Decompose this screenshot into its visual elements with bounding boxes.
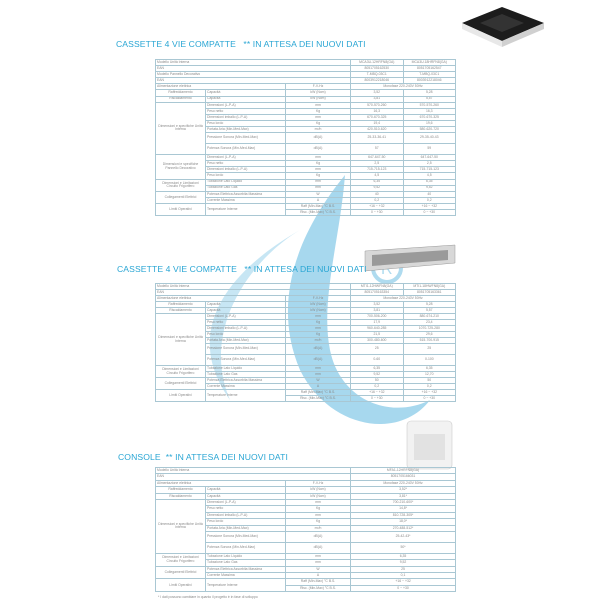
section-title-console: CONSOLE ** IN ATTESA DEI NUOVI DATI <box>118 452 288 462</box>
group-label: Dimensioni e Limitazioni Circuito Frigor… <box>155 365 206 378</box>
param-label: Temperature Interne <box>205 389 286 402</box>
table-row: Portata Aria (Min-Med-Max) m³/h 270-488-51… <box>156 524 457 532</box>
table-row: Peso netto Kg 14,8* <box>156 505 457 513</box>
ducted-unit-image <box>364 244 456 272</box>
cassette-unit-image <box>462 7 544 47</box>
param-label: Potenza Sonora (Min-Med-Max) <box>205 143 286 156</box>
cell-value: 59 <box>402 143 457 156</box>
group-label: Dimensioni e Limitazioni Circuito Frigor… <box>155 552 206 567</box>
param-label: Temperature Interne <box>205 578 286 593</box>
cell-unit: kW (Nom) <box>284 492 352 500</box>
cell-value: 0 ~ +30 <box>402 395 457 402</box>
table-row: Collegamenti Elettrici Potenza Elettrica … <box>155 190 457 204</box>
table-row: Raffreddamento Capacità kW (Nom) 3,52* <box>155 486 457 494</box>
cell-unit: m³/h <box>284 126 352 134</box>
cell-unit: dB(A) <box>284 132 352 145</box>
cell-value: 0 ~ +30 <box>350 208 404 217</box>
param-label: Pressione Sonora (Min-Med-Max) <box>205 132 286 145</box>
section-title-cassette: CASSETTE 4 VIE COMPATTE ** IN ATTESA DEI… <box>116 39 366 49</box>
table-row: Potenza Sonora (Min-Med-Max) dB(A) 0-60 0-1… <box>156 354 457 366</box>
cell-value: 0 ~ +30 <box>402 208 457 217</box>
cell-value: MFA1-12HRFN8(GA) <box>350 466 457 475</box>
cell-unit: Risc. (Min-Max) °C B.S. <box>284 208 352 217</box>
cell-value: 57 <box>350 143 404 156</box>
cell-value: 3,81* <box>350 492 457 500</box>
cell-unit: dB(A) <box>284 541 352 554</box>
cell-unit: Kg <box>284 505 352 513</box>
cell-value: 580-620-720 <box>402 126 457 134</box>
param-label: Potenza Sonora (Min-Med-Max) <box>205 541 286 554</box>
param-label: Pressione Sonora (Min-Med-Max) <box>205 343 286 355</box>
table-row: Risc. (Min-Max) °C B.S. 0 ~ +30 <box>156 584 457 593</box>
table-row: Risc. (Min-Max) °C B.S. 0 ~ +30 0 ~ +30 <box>156 395 457 402</box>
cell-value: 3,52* <box>350 486 457 494</box>
footnote: * I dati possono cambiare in quanto il p… <box>158 595 258 599</box>
table-row: Alimentazione elettrica F-V-Hz Monofase 22… <box>155 479 457 488</box>
cell-value: 8051705166031 <box>350 473 457 481</box>
param-label: Potenza Sonora (Min-Med-Max) <box>205 354 286 366</box>
group-label: Collegamenti Elettrici <box>155 565 206 580</box>
table-row: EAN 8051705166031 <box>154 473 457 481</box>
table-row: Riscaldamento Capacità kW (Nom) 3,81* <box>155 492 457 500</box>
group-label: Dimensioni e specifiche Unità Interna <box>155 498 206 554</box>
row-label: EAN <box>154 473 352 481</box>
group-label: Collegamenti Elettrici <box>155 190 206 204</box>
cell-unit: Risc. (Min-Max) °C B.S. <box>284 584 352 593</box>
group-label: Limiti Operativi <box>155 389 206 402</box>
group-label: Limiti Operativi <box>155 202 206 217</box>
cell-value: 270-488-512* <box>350 524 457 532</box>
table-row: Modello Unità Interna MFA1-12HRFN8(GA) <box>154 466 457 475</box>
cell-unit: dB(A) <box>284 354 352 366</box>
cell-value: 25-42-43* <box>350 530 457 543</box>
cell-unit: mm <box>284 498 352 507</box>
cell-value: 25 <box>402 343 457 355</box>
cell-unit: dB(A) <box>284 343 352 355</box>
group-label: Collegamenti Elettrici <box>155 377 206 390</box>
group-label: Dimensioni e specifiche Unità Interna <box>155 313 206 366</box>
cell-value: Monofase 220-240V 50Hz <box>350 479 457 488</box>
cell-value: 29-35-40-43 <box>402 132 457 145</box>
cell-value: 25 <box>350 343 404 355</box>
table-row: Portata Aria (Min-Med-Max) m³/h 420-510-62… <box>156 126 457 134</box>
cell-value: 0-60 <box>350 354 404 366</box>
cell-unit: F-V-Hz <box>284 479 352 488</box>
cell-unit: dB(A) <box>284 530 352 543</box>
group-label: Dimensioni e specifiche Unità Interna <box>155 101 206 156</box>
row-label: Modello Unità Interna <box>154 466 352 475</box>
spec-table-ducted: Modello Unità Interna MTI1-12HWFN8(GA) MTI… <box>154 283 457 402</box>
cell-value: 0 ~ +30 <box>350 395 404 402</box>
console-unit-image <box>406 420 453 470</box>
cell-unit: Risc. (Min-Max) °C B.S. <box>284 395 352 402</box>
spec-table-cassette: Modello Unità Interna MCA3U-12HRFN8(GA) MC… <box>154 58 457 217</box>
param-label: Pressione Sonora (Min-Med-Max) <box>205 530 286 543</box>
section-title-ducted: CASSETTE 4 VIE COMPATTE ** IN ATTESA DEI… <box>117 264 367 274</box>
group-label: Dimensioni e Limitazioni Circuito Frigor… <box>155 178 206 192</box>
table-row: Dimensioni e specifiche Unità Interna Dim… <box>155 498 457 554</box>
cell-value: 0 ~ +30 <box>350 584 457 593</box>
group-label: Limiti Operativi <box>155 578 206 593</box>
cell-unit: m³/h <box>284 524 352 532</box>
cell-value: 700-210-600* <box>350 498 457 507</box>
cell-value: 50* <box>350 541 457 554</box>
spec-table-console: Modello Unità Interna MFA1-12HRFN8(GA) EAN… <box>154 466 457 593</box>
param-label: Temperature Interne <box>205 202 286 217</box>
table-row: Pressione Sonora (Min-Med-Max) dB(A) 25-33… <box>156 132 457 145</box>
group-label: Dimensioni e specifiche Pannello Decorat… <box>155 154 206 180</box>
cell-value: 25-33-36-41 <box>350 132 404 145</box>
cell-unit: kW (Nom) <box>284 486 352 494</box>
cell-value: 0-100 <box>402 354 457 366</box>
cell-unit: dB(A) <box>284 143 352 156</box>
cell-value: 14,8* <box>350 505 457 513</box>
table-row: Limiti Operativi Temperature Interne Raff … <box>155 202 457 217</box>
table-row: Risc. (Min-Max) °C B.S. 0 ~ +30 0 ~ +30 <box>156 208 457 217</box>
